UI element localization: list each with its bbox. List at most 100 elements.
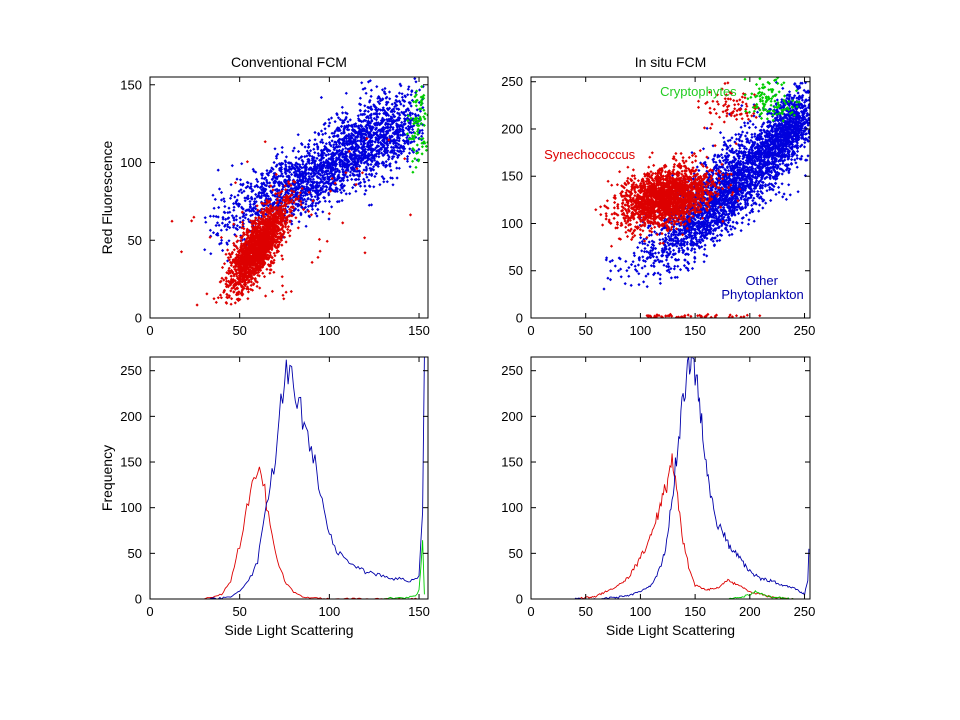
scatter-point <box>402 104 406 108</box>
scatter-point <box>408 147 412 151</box>
scatter-point <box>394 152 398 156</box>
scatter-point <box>376 140 381 145</box>
scatter-point <box>266 181 270 185</box>
scatter-point <box>267 220 271 224</box>
scatter-point <box>270 237 274 241</box>
scatter-point <box>395 118 399 123</box>
scatter-point <box>703 247 707 251</box>
scatter-point <box>271 185 275 189</box>
scatter-point <box>398 145 402 149</box>
scatter-point <box>353 168 357 172</box>
scatter-point <box>276 232 280 236</box>
scatter-point <box>380 128 384 132</box>
scatter-point <box>329 182 333 186</box>
scatter-point <box>423 141 427 145</box>
scatter-point <box>290 190 294 194</box>
scatter-point <box>362 156 366 161</box>
scatter-point <box>236 265 240 269</box>
scatter-point <box>262 275 267 279</box>
scatter-point <box>246 261 250 265</box>
scatter-point <box>284 172 288 176</box>
scatter-point <box>346 160 350 164</box>
scatter-point <box>257 221 262 225</box>
scatter-point <box>367 203 371 207</box>
scatter-point <box>266 173 270 177</box>
scatter-point <box>403 94 407 98</box>
scatter-point <box>276 152 280 156</box>
scatter-point <box>272 184 276 188</box>
scatter-point <box>377 148 381 152</box>
scatter-point <box>395 122 399 126</box>
scatter-point <box>229 263 233 267</box>
scatter-point <box>289 205 293 209</box>
scatter-point <box>358 184 363 188</box>
scatter-point <box>296 208 300 212</box>
scatter-point <box>258 286 262 290</box>
scatter-point <box>340 182 344 186</box>
scatter-point <box>337 199 341 204</box>
scatter-point <box>232 290 236 294</box>
scatter-point <box>254 265 258 270</box>
scatter-point <box>229 289 233 293</box>
scatter-point <box>334 151 339 155</box>
scatter-point <box>336 129 340 133</box>
scatter-point <box>308 154 312 158</box>
scatter-point <box>263 254 267 258</box>
scatter-point <box>249 184 253 188</box>
scatter-point <box>319 95 323 100</box>
scatter-point <box>378 183 382 187</box>
scatter-point <box>402 131 406 135</box>
scatter-point <box>296 133 300 137</box>
scatter-point <box>403 99 407 103</box>
scatter-point <box>656 271 660 275</box>
scatter-point <box>257 269 261 273</box>
scatter-point <box>276 235 281 240</box>
scatter-point <box>224 282 228 286</box>
scatter-point <box>265 194 269 198</box>
scatter-point <box>410 118 414 122</box>
scatter-point <box>335 169 339 173</box>
scatter-point <box>325 185 329 189</box>
scatter-point <box>284 163 288 167</box>
scatter-point <box>320 152 324 157</box>
scatter-point <box>715 239 719 243</box>
scatter-point <box>298 178 302 182</box>
scatter-point <box>409 137 413 141</box>
scatter-point <box>272 217 276 221</box>
scatter-point <box>294 155 298 160</box>
scatter-point <box>323 127 327 131</box>
scatter-point <box>247 242 251 246</box>
scatter-point <box>340 167 344 171</box>
scatter-point <box>305 185 309 189</box>
scatter-point <box>354 182 358 187</box>
scatter-point <box>273 194 277 198</box>
scatter-point <box>407 121 411 125</box>
scatter-point <box>408 101 412 105</box>
scatter-point <box>352 123 356 127</box>
scatter-point <box>266 204 270 208</box>
scatter-point <box>393 115 397 119</box>
scatter-point <box>271 238 275 242</box>
scatter-point <box>326 162 330 166</box>
scatter-point <box>297 194 301 198</box>
scatter-point <box>337 149 342 153</box>
scatter-point <box>373 153 377 157</box>
scatter-point <box>394 94 398 98</box>
scatter-point <box>381 118 385 122</box>
scatter-point <box>232 205 236 209</box>
scatter-point <box>375 111 379 115</box>
scatter-point <box>313 138 317 142</box>
scatter-point <box>306 208 310 212</box>
scatter-point <box>234 265 238 269</box>
scatter-point <box>339 151 343 155</box>
scatter-point <box>278 198 282 202</box>
scatter-point <box>327 182 331 186</box>
scatter-point <box>367 172 371 176</box>
scatter-point <box>262 207 266 211</box>
scatter-point <box>379 135 383 139</box>
scatter-point <box>372 168 376 172</box>
scatter-point <box>424 148 428 152</box>
scatter-point <box>369 203 374 207</box>
scatter-point <box>234 218 239 222</box>
scatter-point <box>315 156 319 160</box>
